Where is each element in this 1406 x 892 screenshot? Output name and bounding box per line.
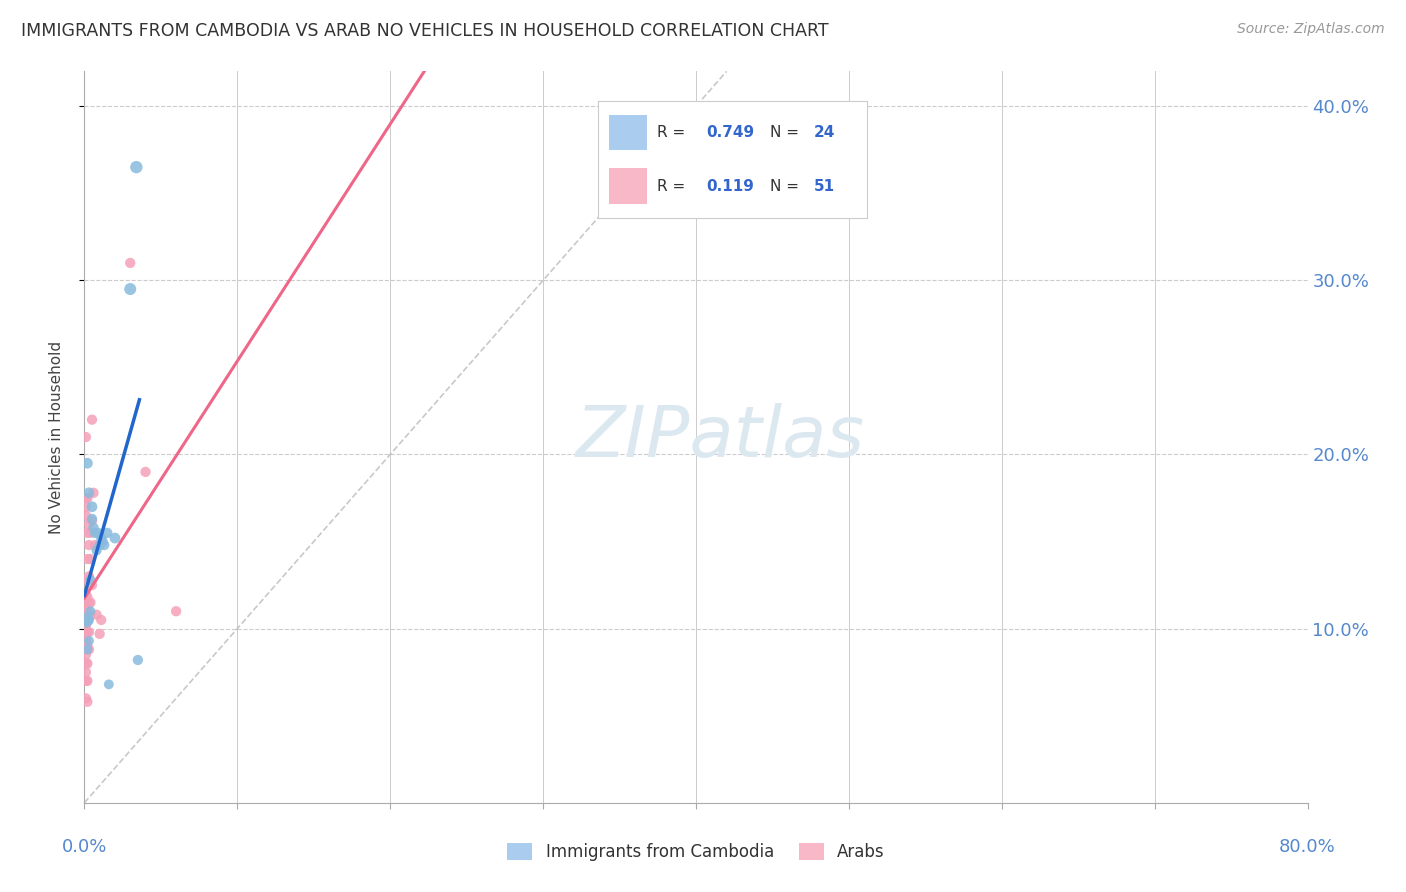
- Point: [75, 618, 97, 632]
- Point: [79, 607, 101, 622]
- Point: [76, 639, 98, 653]
- Point: [75, 508, 97, 523]
- Point: [135, 465, 157, 479]
- Text: 0.0%: 0.0%: [62, 838, 107, 856]
- Point: [79, 573, 101, 587]
- Point: [75, 665, 97, 680]
- Point: [84, 538, 107, 552]
- Point: [75, 587, 97, 601]
- Point: [80, 412, 103, 426]
- Point: [90, 613, 112, 627]
- Point: [75, 691, 97, 706]
- Point: [75, 491, 97, 505]
- Point: [83, 485, 105, 500]
- Point: [89, 627, 111, 641]
- Point: [76, 573, 98, 587]
- Point: [76, 695, 98, 709]
- Point: [84, 525, 107, 540]
- Point: [76, 600, 98, 615]
- Point: [76, 673, 98, 688]
- Point: [77, 633, 100, 648]
- Point: [96, 525, 118, 540]
- Point: [75, 673, 97, 688]
- Point: [76, 552, 98, 566]
- Point: [75, 500, 97, 514]
- Text: 80.0%: 80.0%: [1279, 838, 1336, 856]
- Point: [75, 657, 97, 671]
- Point: [76, 456, 98, 470]
- Point: [80, 514, 103, 528]
- Point: [86, 607, 108, 622]
- Point: [76, 591, 98, 605]
- Point: [77, 642, 100, 657]
- Point: [75, 595, 97, 609]
- Point: [75, 639, 97, 653]
- Point: [75, 633, 97, 648]
- Point: [77, 569, 100, 583]
- Point: [83, 521, 105, 535]
- Point: [77, 607, 100, 622]
- Point: [91, 534, 114, 549]
- Text: Source: ZipAtlas.com: Source: ZipAtlas.com: [1237, 22, 1385, 37]
- Point: [75, 625, 97, 640]
- Point: [75, 648, 97, 662]
- Point: [93, 538, 115, 552]
- Point: [79, 525, 101, 540]
- Point: [79, 595, 101, 609]
- Point: [80, 500, 103, 514]
- Point: [120, 256, 142, 270]
- Point: [79, 552, 101, 566]
- Point: [76, 642, 98, 657]
- Point: [79, 604, 101, 618]
- Point: [77, 625, 100, 640]
- Legend: Immigrants from Cambodia, Arabs: Immigrants from Cambodia, Arabs: [501, 836, 891, 868]
- Point: [76, 525, 98, 540]
- Text: ZIPatlas: ZIPatlas: [576, 402, 865, 472]
- Point: [77, 538, 100, 552]
- Point: [87, 525, 110, 540]
- Point: [77, 595, 100, 609]
- Point: [90, 531, 112, 545]
- Point: [89, 538, 111, 552]
- Point: [77, 613, 100, 627]
- Text: IMMIGRANTS FROM CAMBODIA VS ARAB NO VEHICLES IN HOUSEHOLD CORRELATION CHART: IMMIGRANTS FROM CAMBODIA VS ARAB NO VEHI…: [21, 22, 828, 40]
- Point: [75, 613, 97, 627]
- Point: [76, 491, 98, 505]
- Point: [80, 578, 103, 592]
- Point: [75, 642, 97, 657]
- Point: [76, 657, 98, 671]
- Point: [86, 543, 108, 558]
- Point: [127, 653, 149, 667]
- Point: [80, 512, 103, 526]
- Point: [76, 625, 98, 640]
- Point: [104, 531, 127, 545]
- Y-axis label: No Vehicles in Household: No Vehicles in Household: [49, 341, 63, 533]
- Point: [77, 485, 100, 500]
- Point: [165, 604, 187, 618]
- Point: [75, 430, 97, 444]
- Point: [120, 282, 142, 296]
- Point: [77, 517, 100, 532]
- Point: [75, 604, 97, 618]
- Point: [125, 160, 148, 174]
- Point: [97, 677, 120, 691]
- Point: [76, 613, 98, 627]
